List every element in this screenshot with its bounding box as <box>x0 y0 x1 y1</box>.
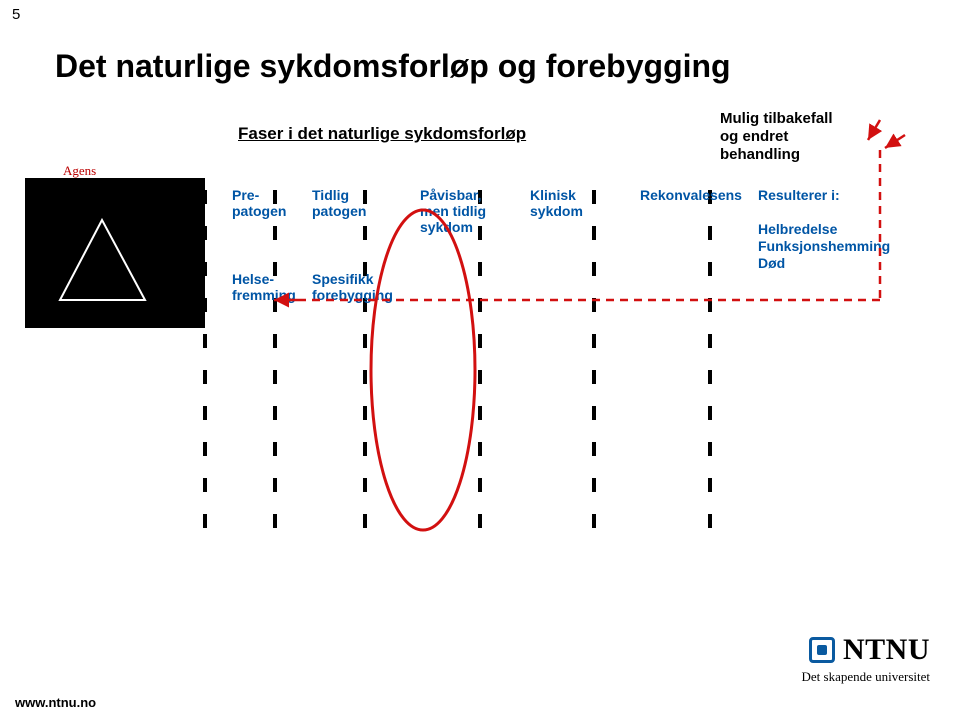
subtitle: Faser i det naturlige sykdomsforløp <box>238 124 526 144</box>
svg-text:fremming: fremming <box>232 287 296 303</box>
svg-text:forebygging: forebygging <box>312 287 393 303</box>
svg-text:patogen: patogen <box>232 203 286 219</box>
svg-text:Resulterer i:: Resulterer i: <box>758 187 840 203</box>
right-note: Mulig tilbakefall og endret behandling <box>720 110 833 164</box>
ntnu-logo: NTNU Det skapende universitet <box>801 633 930 685</box>
page-title: Det naturlige sykdomsforløp og forebyggi… <box>55 48 731 85</box>
svg-text:men tidlig: men tidlig <box>420 203 486 219</box>
svg-text:Funksjonshemming: Funksjonshemming <box>758 238 890 254</box>
svg-text:Påvisbar,: Påvisbar, <box>420 187 482 203</box>
right-note-line: og endret <box>720 128 833 146</box>
svg-text:patogen: patogen <box>312 203 366 219</box>
diagram-svg: Pre-patogenTidligpatogenPåvisbar,men tid… <box>0 0 960 720</box>
svg-text:Rekonvalesens: Rekonvalesens <box>640 187 742 203</box>
svg-text:sykdom: sykdom <box>530 203 583 219</box>
svg-text:Helbredelse: Helbredelse <box>758 221 838 237</box>
svg-text:Pre-: Pre- <box>232 187 260 203</box>
svg-text:Klinisk: Klinisk <box>530 187 576 203</box>
svg-text:Helse-: Helse- <box>232 271 274 287</box>
right-note-line: Mulig tilbakefall <box>720 110 833 128</box>
svg-text:Tidlig: Tidlig <box>312 187 349 203</box>
logo-text: NTNU <box>843 633 930 667</box>
right-note-line: behandling <box>720 146 833 164</box>
footer-url: www.ntnu.no <box>15 695 96 710</box>
svg-text:sykdom: sykdom <box>420 219 473 235</box>
agens-label: Agens <box>63 163 96 179</box>
logo-tagline: Det skapende universitet <box>801 669 930 685</box>
page-number: 5 <box>12 6 20 23</box>
svg-text:Død: Død <box>758 255 785 271</box>
svg-text:Spesifikk: Spesifikk <box>312 271 374 287</box>
logo-square-icon <box>809 637 835 663</box>
agens-box: Agens <box>25 178 205 328</box>
